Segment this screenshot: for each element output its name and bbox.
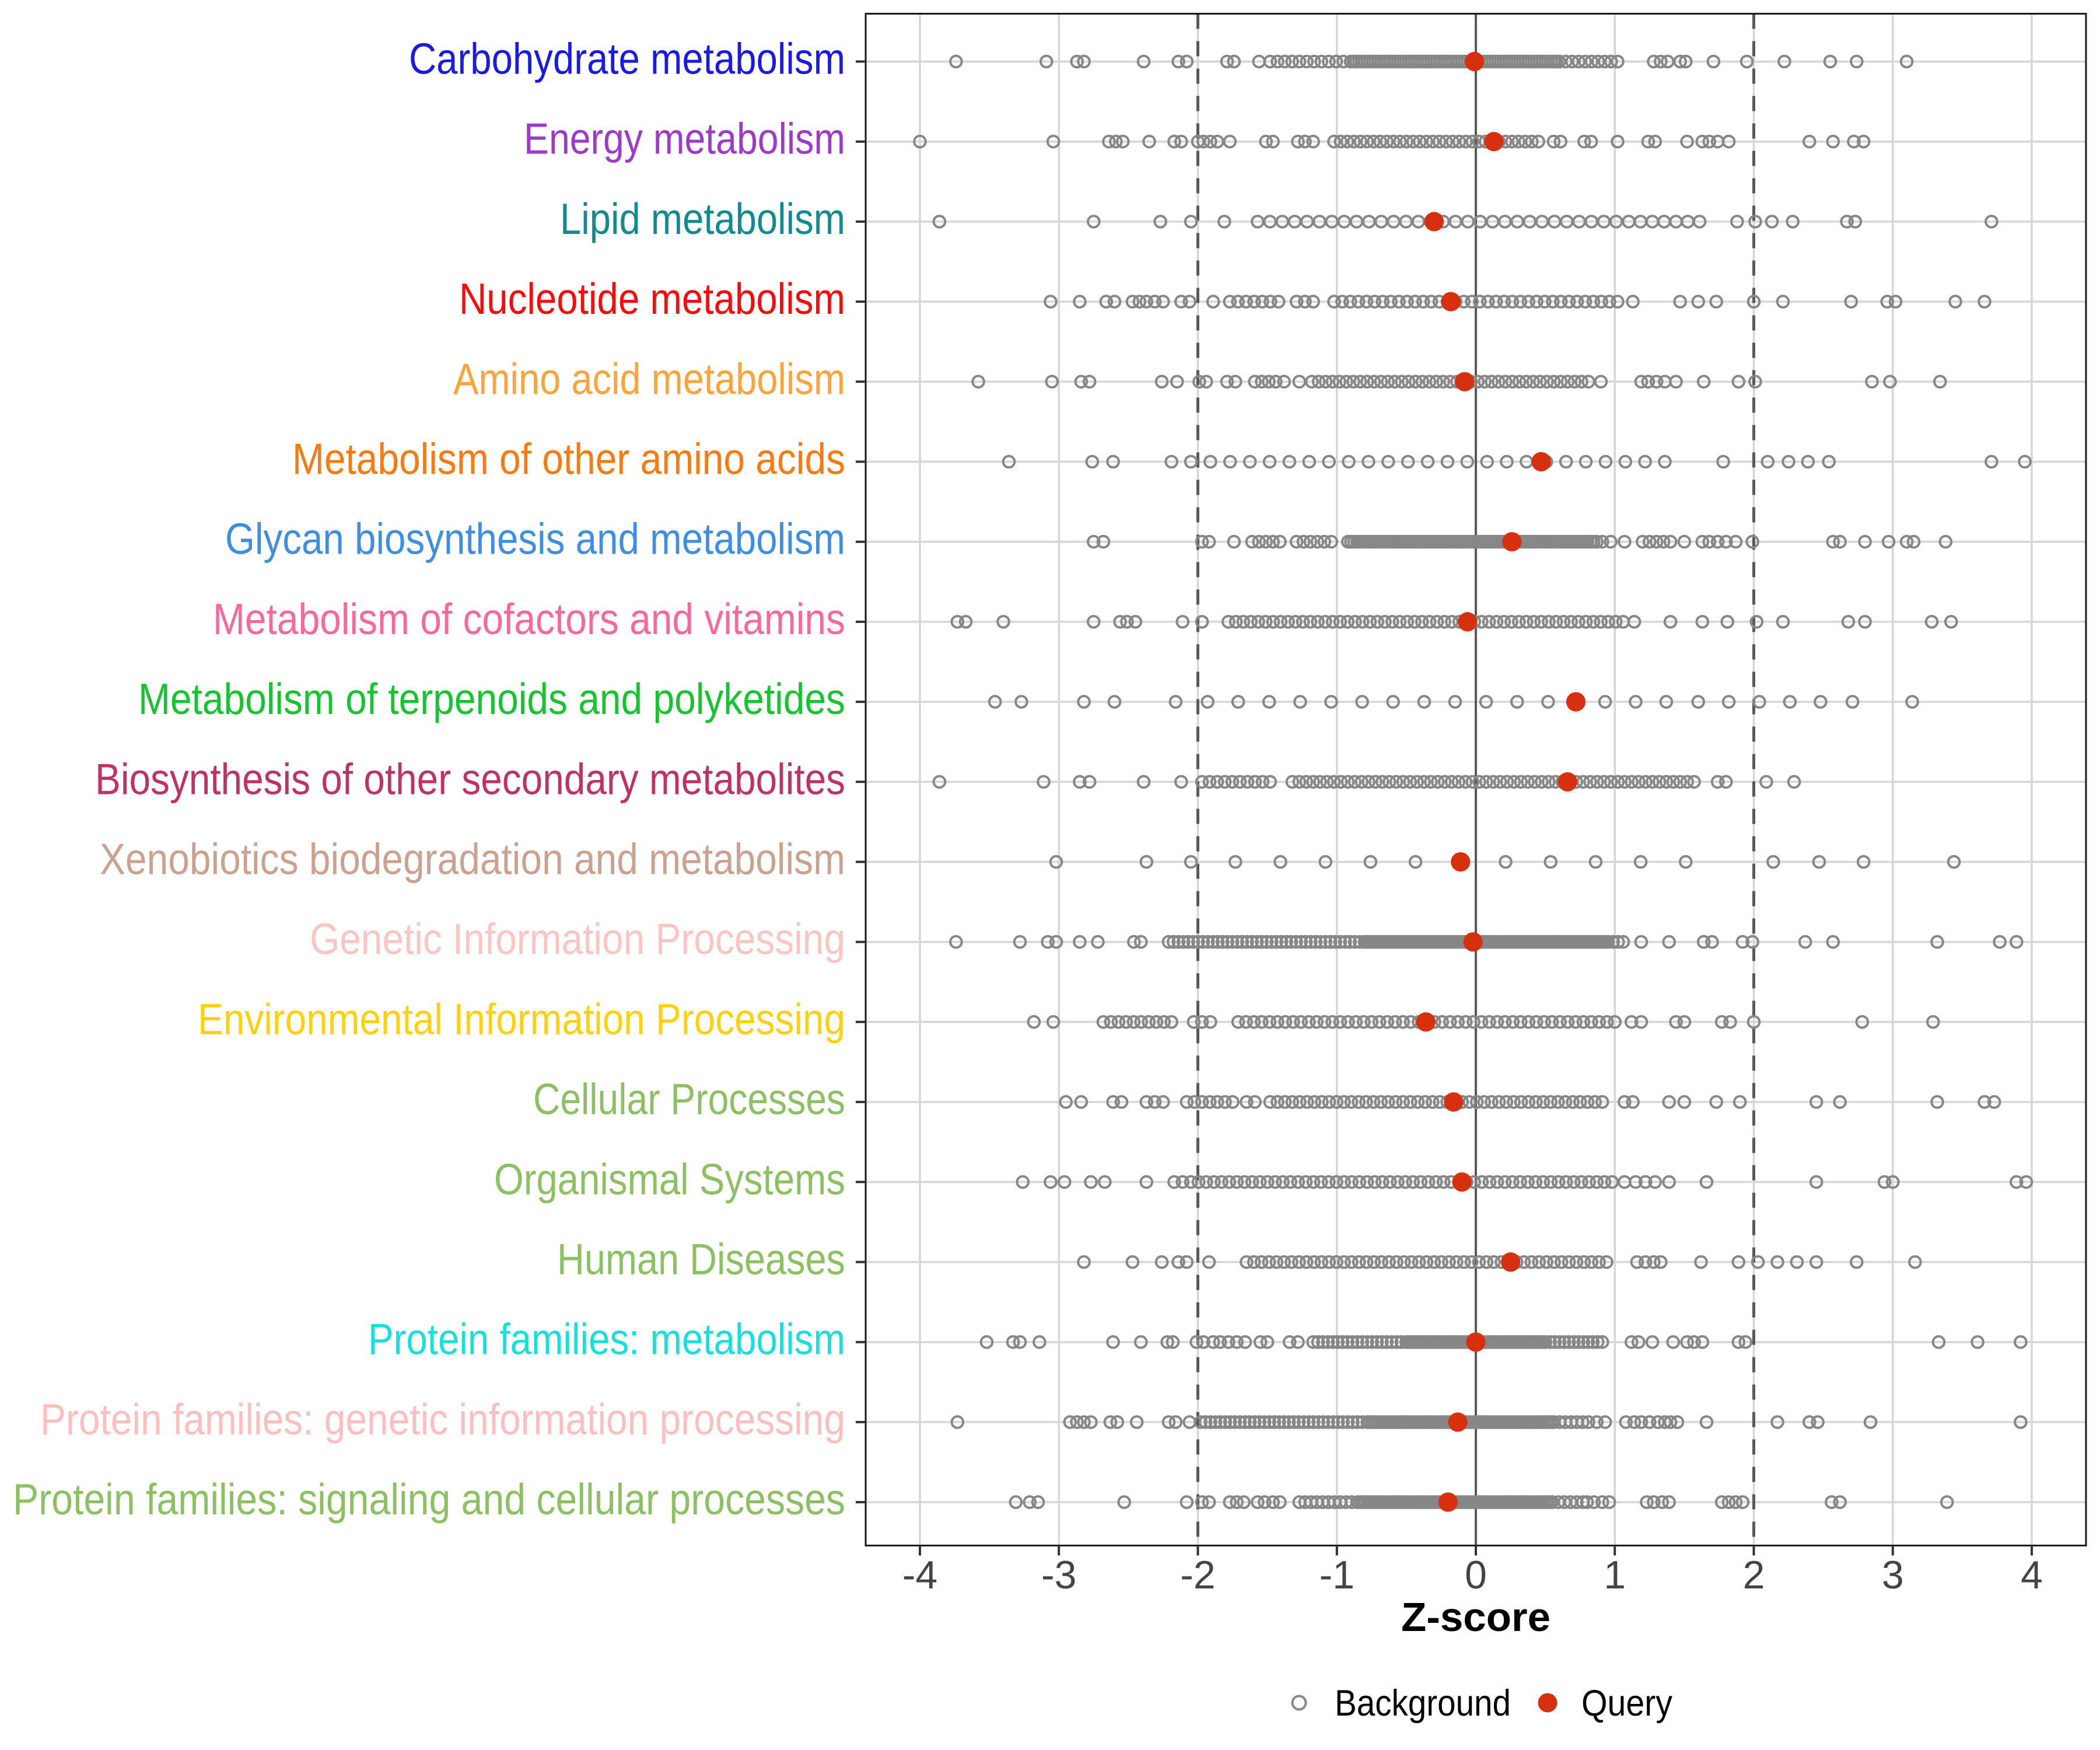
svg-text:Protein families: genetic info: Protein families: genetic information pr…: [40, 1395, 845, 1444]
svg-text:4: 4: [2021, 1553, 2043, 1597]
svg-text:Metabolism of terpenoids and p: Metabolism of terpenoids and polyketides: [138, 674, 845, 723]
svg-text:Lipid metabolism: Lipid metabolism: [560, 194, 845, 243]
svg-text:Protein families: signaling an: Protein families: signaling and cellular…: [13, 1475, 845, 1524]
svg-text:-3: -3: [1041, 1553, 1076, 1597]
svg-text:Z-score: Z-score: [1401, 1594, 1550, 1640]
svg-text:Organismal Systems: Organismal Systems: [494, 1154, 845, 1203]
svg-text:Background: Background: [1335, 1683, 1511, 1724]
svg-text:-1: -1: [1320, 1553, 1354, 1597]
svg-text:Cellular Processes: Cellular Processes: [533, 1074, 845, 1124]
svg-text:Carbohydrate metabolism: Carbohydrate metabolism: [409, 34, 845, 83]
svg-text:Energy metabolism: Energy metabolism: [524, 114, 845, 163]
svg-text:Protein families: metabolism: Protein families: metabolism: [368, 1315, 845, 1364]
svg-text:Glycan biosynthesis and metabo: Glycan biosynthesis and metabolism: [225, 514, 845, 564]
svg-text:Environmental Information Proc: Environmental Information Processing: [198, 995, 845, 1044]
svg-text:Biosynthesis of other secondar: Biosynthesis of other secondary metaboli…: [95, 754, 845, 803]
svg-text:-2: -2: [1180, 1553, 1215, 1597]
svg-text:Query: Query: [1581, 1683, 1672, 1724]
svg-text:Xenobiotics biodegradation and: Xenobiotics biodegradation and metabolis…: [100, 835, 845, 884]
svg-text:0: 0: [1465, 1553, 1487, 1597]
svg-text:Amino acid metabolism: Amino acid metabolism: [453, 354, 845, 403]
svg-text:Human Diseases: Human Diseases: [557, 1235, 845, 1284]
svg-text:Metabolism of other amino acid: Metabolism of other amino acids: [292, 435, 845, 484]
svg-text:2: 2: [1743, 1553, 1765, 1597]
svg-text:1: 1: [1604, 1553, 1626, 1597]
svg-text:Genetic Information Processing: Genetic Information Processing: [310, 915, 845, 964]
svg-text:Nucleotide metabolism: Nucleotide metabolism: [459, 274, 845, 323]
svg-text:-4: -4: [902, 1553, 937, 1597]
svg-text:3: 3: [1882, 1553, 1904, 1597]
svg-text:Metabolism of cofactors and vi: Metabolism of cofactors and vitamins: [213, 594, 845, 643]
